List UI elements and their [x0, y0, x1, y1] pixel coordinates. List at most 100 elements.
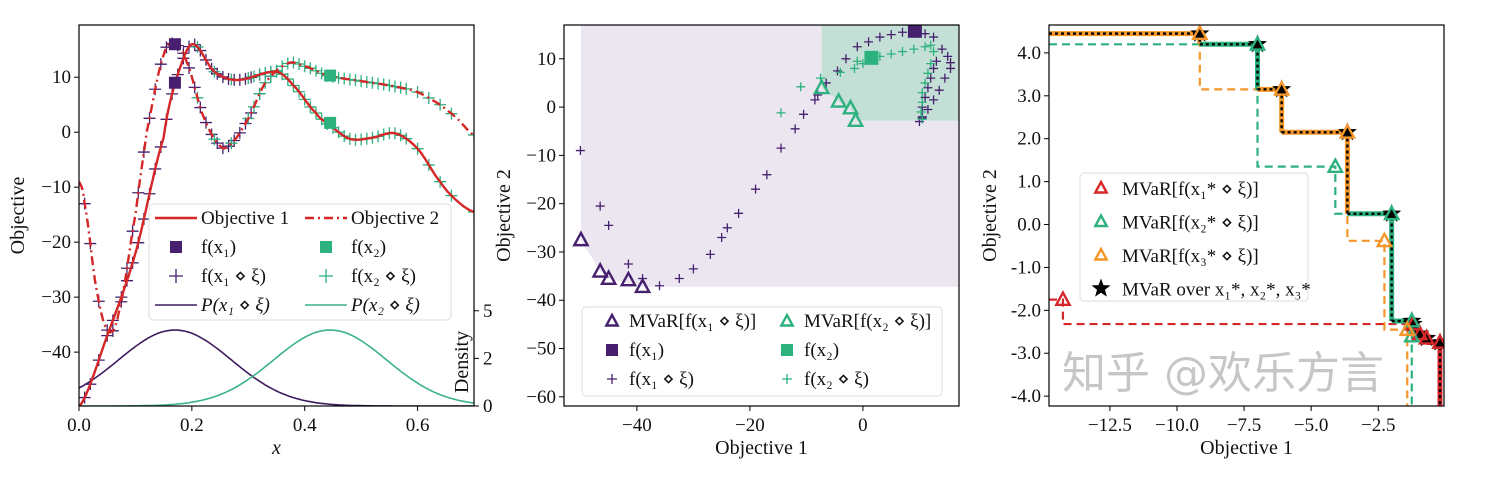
plus-marker-x1 — [920, 92, 930, 102]
plus-marker-x2 — [293, 58, 306, 71]
legend-3: MVaR[f(x₁* ⋄ ξ)] MVaR[f(x₂* ⋄ ξ)] MVaR[f(x… — [1079, 172, 1311, 302]
plus-marker-x1 — [929, 32, 939, 42]
mvar-triangle-x1 — [572, 230, 590, 247]
x-axis-label: Objective 1 — [715, 437, 808, 459]
plus-marker-x1 — [575, 146, 585, 156]
plus-marker-x1 — [886, 30, 896, 40]
mvar-triangle-x1 — [1054, 290, 1072, 307]
legend-triangle-icon — [604, 312, 620, 327]
x-tick-label: −10.0 — [1155, 415, 1199, 436]
legend-frame — [148, 203, 452, 321]
plus-marker-x2 — [849, 63, 859, 73]
mvar-triangle-x2 — [1383, 204, 1401, 221]
square-marker-x2 — [864, 50, 879, 65]
mvar-triangle-x3 — [1191, 25, 1209, 41]
plus-marker-x2 — [208, 133, 221, 146]
plus-marker-x1 — [864, 37, 874, 47]
y-tick-label: 10 — [537, 49, 556, 70]
plot-area-1 — [79, 37, 474, 406]
mvar-triangle-x2 — [813, 78, 831, 95]
y-tick-label: -2.0 — [1011, 300, 1041, 321]
plus-marker-x2 — [835, 67, 845, 77]
plus-marker-x2 — [926, 59, 936, 69]
plus-marker-x1 — [943, 51, 953, 61]
legend-label: MVaR[f(x₁ ⋄ ξ)] — [629, 311, 756, 332]
mvar-triangle-x3 — [1272, 79, 1291, 96]
plus-marker-x2 — [917, 114, 927, 124]
y-tick-label: −10 — [41, 177, 71, 198]
axes-frame — [78, 24, 475, 407]
x-tick-label: 0.0 — [67, 415, 91, 436]
plus-marker-x1 — [623, 259, 633, 269]
square-marker-x1 — [168, 76, 181, 89]
plus-marker-x2 — [916, 107, 926, 117]
plus-marker-x1 — [199, 116, 212, 129]
mvar-triangle-x3 — [1375, 231, 1394, 248]
x-tick-label: −20 — [735, 415, 765, 436]
plus-marker-x1 — [762, 170, 772, 180]
y-tick-label: 3.0 — [1017, 86, 1041, 107]
legend-triangle-icon — [1093, 179, 1109, 194]
legend-label: f(x₁) — [629, 340, 664, 361]
frontier-step-dash — [1347, 212, 1393, 322]
x-axis-label: x — [271, 437, 281, 459]
mvar-triangle-x1 — [1411, 324, 1429, 341]
plus-marker-x1 — [674, 274, 684, 284]
mvar-triangle-x1 — [591, 261, 609, 278]
legend-label: MVaR[f(x₂* ⋄ ξ)] — [1122, 213, 1259, 234]
plus-marker-x1 — [852, 42, 862, 52]
plus-marker-x1 — [655, 281, 665, 291]
legend-plus-icon — [319, 269, 333, 283]
plus-marker-x2 — [434, 98, 447, 111]
x-axis-label: Objective 1 — [1200, 437, 1293, 459]
square-marker-x2 — [324, 116, 337, 129]
x-tick-label: 0.4 — [293, 415, 317, 436]
plus-marker-x1 — [222, 140, 235, 153]
plus-marker-x2 — [897, 47, 907, 57]
plus-marker-x1 — [751, 184, 761, 194]
y-tick-label: -1.0 — [1011, 257, 1041, 278]
mvar-star — [1410, 323, 1430, 342]
legend-label: f(x₁) — [201, 237, 236, 258]
y-tick-label: −20 — [526, 194, 556, 215]
legend-triangle-icon — [1093, 246, 1109, 261]
plus-marker-x1 — [717, 232, 727, 242]
legend-label: f(x₁ ⋄ ξ) — [201, 266, 266, 287]
y-tick-label: 0 — [547, 97, 557, 118]
y-tick-label: -4.0 — [1011, 386, 1041, 407]
plus-marker-x2 — [468, 205, 474, 218]
square-marker-x1 — [168, 38, 181, 51]
plus-marker-x1 — [776, 143, 786, 153]
legend-label: Objective 1 — [201, 208, 289, 229]
plus-marker-x2 — [776, 108, 786, 118]
legend-label: f(x₂) — [804, 340, 839, 361]
legend-label: f(x₁ ⋄ ξ) — [629, 369, 694, 390]
legend-plus-icon — [607, 374, 617, 384]
frontier-step — [1199, 41, 1260, 90]
y-tick-label: −10 — [526, 145, 556, 166]
mvar-triangle-x1 — [1431, 332, 1444, 349]
legend-label: P(x₂ ⋄ ξ) — [350, 295, 420, 316]
x-tick-label: 0.6 — [406, 415, 430, 436]
plus-marker-x2 — [259, 76, 272, 89]
x-tick-label: −40 — [622, 415, 652, 436]
plus-marker-x1 — [897, 27, 907, 37]
plus-marker-x1 — [183, 61, 196, 74]
y-tick-label: −20 — [41, 232, 71, 253]
mvar-triangle-x1 — [599, 269, 618, 285]
x-tick-label: 0.2 — [180, 415, 204, 436]
legend-label: Objective 2 — [351, 208, 439, 229]
plus-marker-x1 — [841, 54, 851, 64]
plus-marker-x1 — [940, 73, 950, 83]
frontier-step — [1347, 211, 1395, 322]
plus-marker-x1 — [934, 85, 944, 95]
legend-plus-icon — [169, 269, 183, 283]
y-tick-label: 4.0 — [1017, 43, 1041, 64]
plus-marker-x1 — [923, 105, 933, 115]
mvar-star — [1403, 314, 1423, 333]
mvar-triangle-x2 — [841, 98, 860, 115]
frontier-step-dash — [1281, 131, 1349, 214]
y-tick-label: 1.0 — [1017, 172, 1041, 193]
watermark: 知乎 @欢乐方言 — [1062, 348, 1384, 399]
objective-2-line — [79, 42, 474, 334]
